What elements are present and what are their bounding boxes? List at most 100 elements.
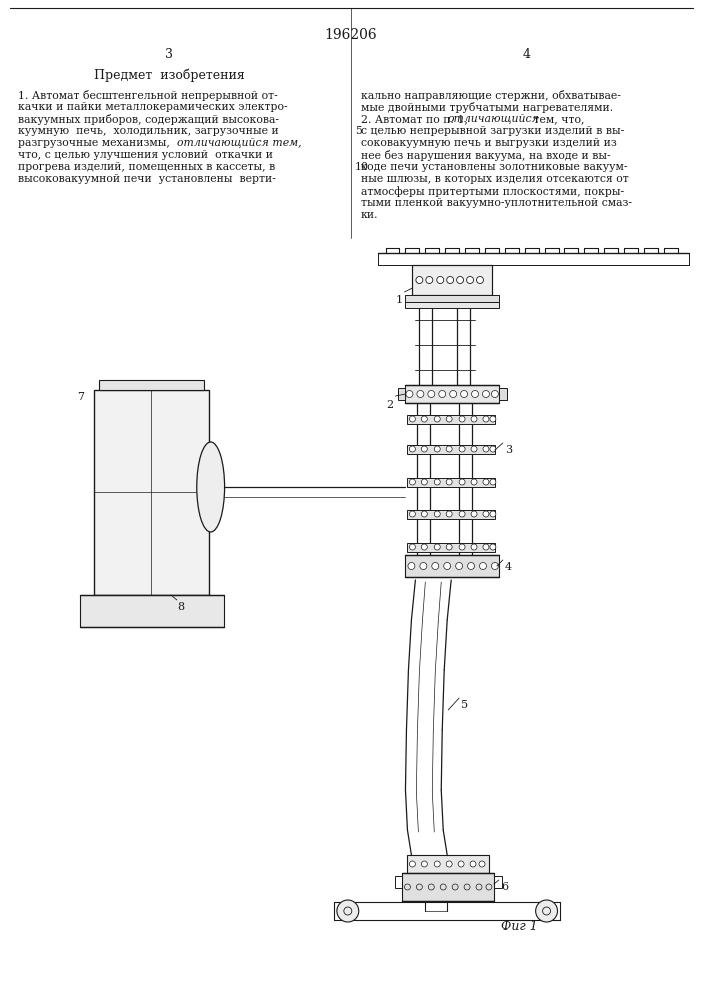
Circle shape <box>420 562 427 570</box>
Text: отличающийся: отличающийся <box>448 114 539 124</box>
Circle shape <box>417 390 423 397</box>
Text: 3: 3 <box>165 48 173 61</box>
Bar <box>405 302 499 308</box>
Circle shape <box>421 416 427 422</box>
Text: 5: 5 <box>461 700 468 710</box>
Text: нее без нарушения вакуума, на входе и вы-: нее без нарушения вакуума, на входе и вы… <box>361 150 610 161</box>
Circle shape <box>434 416 440 422</box>
Text: 1: 1 <box>395 295 402 305</box>
Circle shape <box>479 562 486 570</box>
Text: 2. Автомат по п. 1,: 2. Автомат по п. 1, <box>361 114 471 124</box>
Text: Фиг 1: Фиг 1 <box>501 920 537 933</box>
Circle shape <box>432 562 439 570</box>
Circle shape <box>446 446 452 452</box>
Text: 5: 5 <box>355 126 362 136</box>
Circle shape <box>447 276 454 284</box>
Circle shape <box>446 544 452 550</box>
Circle shape <box>471 446 477 452</box>
Text: соковакуумную печь и выгрузки изделий из: соковакуумную печь и выгрузки изделий из <box>361 138 617 148</box>
Circle shape <box>457 276 464 284</box>
Bar <box>95 390 209 595</box>
Bar <box>407 543 495 552</box>
Circle shape <box>446 511 452 517</box>
Circle shape <box>408 562 415 570</box>
Text: ные шлюзы, в которых изделия отсекаются от: ные шлюзы, в которых изделия отсекаются … <box>361 174 629 184</box>
Bar <box>405 555 499 577</box>
Circle shape <box>483 446 489 452</box>
Circle shape <box>421 446 427 452</box>
Circle shape <box>428 390 435 397</box>
Circle shape <box>490 511 496 517</box>
Text: 8: 8 <box>177 602 184 612</box>
Bar <box>405 385 499 403</box>
Text: Предмет  изобретения: Предмет изобретения <box>93 68 245 82</box>
Bar <box>412 265 492 295</box>
Text: 6: 6 <box>501 882 508 892</box>
Text: ки.: ки. <box>361 210 378 220</box>
Circle shape <box>421 861 427 867</box>
Text: отличающийся тем,: отличающийся тем, <box>177 138 301 148</box>
Circle shape <box>409 416 416 422</box>
Circle shape <box>439 390 445 397</box>
Circle shape <box>437 276 444 284</box>
Bar <box>397 388 405 400</box>
Text: с целью непрерывной загрузки изделий в вы-: с целью непрерывной загрузки изделий в в… <box>361 126 624 136</box>
Circle shape <box>490 416 496 422</box>
Circle shape <box>483 544 489 550</box>
Text: высоковакуумной печи  установлены  верти-: высоковакуумной печи установлены верти- <box>18 174 276 184</box>
Text: куумную  печь,  холодильник, загрузочные и: куумную печь, холодильник, загрузочные и <box>18 126 279 136</box>
Bar <box>499 388 507 400</box>
Bar <box>494 876 502 888</box>
Ellipse shape <box>197 442 225 532</box>
Circle shape <box>459 544 465 550</box>
Circle shape <box>459 511 465 517</box>
Circle shape <box>491 562 498 570</box>
Circle shape <box>471 511 477 517</box>
Text: 2: 2 <box>387 400 394 410</box>
Circle shape <box>490 446 496 452</box>
Circle shape <box>459 446 465 452</box>
Circle shape <box>477 276 484 284</box>
Circle shape <box>409 861 416 867</box>
Circle shape <box>434 544 440 550</box>
Circle shape <box>406 390 413 397</box>
Circle shape <box>421 479 427 485</box>
Circle shape <box>434 479 440 485</box>
Text: 196206: 196206 <box>325 28 377 42</box>
Circle shape <box>482 390 489 397</box>
Text: 3: 3 <box>505 445 512 455</box>
Circle shape <box>450 390 457 397</box>
Bar <box>405 295 499 302</box>
Bar <box>402 873 494 901</box>
Circle shape <box>409 446 416 452</box>
Circle shape <box>409 544 416 550</box>
Circle shape <box>434 511 440 517</box>
Text: атмосферы притертыми плоскостями, покры-: атмосферы притертыми плоскостями, покры- <box>361 186 624 197</box>
Text: разгрузочные механизмы,: разгрузочные механизмы, <box>18 138 173 148</box>
Circle shape <box>490 544 496 550</box>
Text: тыми пленкой вакуумно-уплотнительной смаз-: тыми пленкой вакуумно-уплотнительной сма… <box>361 198 632 208</box>
Text: тем, что,: тем, что, <box>530 114 584 124</box>
Circle shape <box>483 511 489 517</box>
Circle shape <box>434 446 440 452</box>
Circle shape <box>444 562 450 570</box>
Text: мые двойными трубчатыми нагревателями.: мые двойными трубчатыми нагревателями. <box>361 102 613 113</box>
Bar <box>395 876 402 888</box>
Circle shape <box>467 562 474 570</box>
Circle shape <box>461 390 467 397</box>
Circle shape <box>426 276 433 284</box>
Bar <box>407 478 495 487</box>
Bar <box>407 510 495 519</box>
Bar <box>79 595 223 627</box>
Circle shape <box>471 416 477 422</box>
Circle shape <box>470 861 476 867</box>
Circle shape <box>490 479 496 485</box>
Text: вакуумных приборов, содержащий высокова-: вакуумных приборов, содержащий высокова- <box>18 114 279 125</box>
Circle shape <box>421 544 427 550</box>
Circle shape <box>409 479 416 485</box>
Text: кально направляющие стержни, обхватывае-: кально направляющие стержни, обхватывае- <box>361 90 621 101</box>
Circle shape <box>446 861 452 867</box>
Circle shape <box>467 276 474 284</box>
Text: качки и пайки металлокерамических электро-: качки и пайки металлокерамических электр… <box>18 102 288 112</box>
Circle shape <box>459 479 465 485</box>
